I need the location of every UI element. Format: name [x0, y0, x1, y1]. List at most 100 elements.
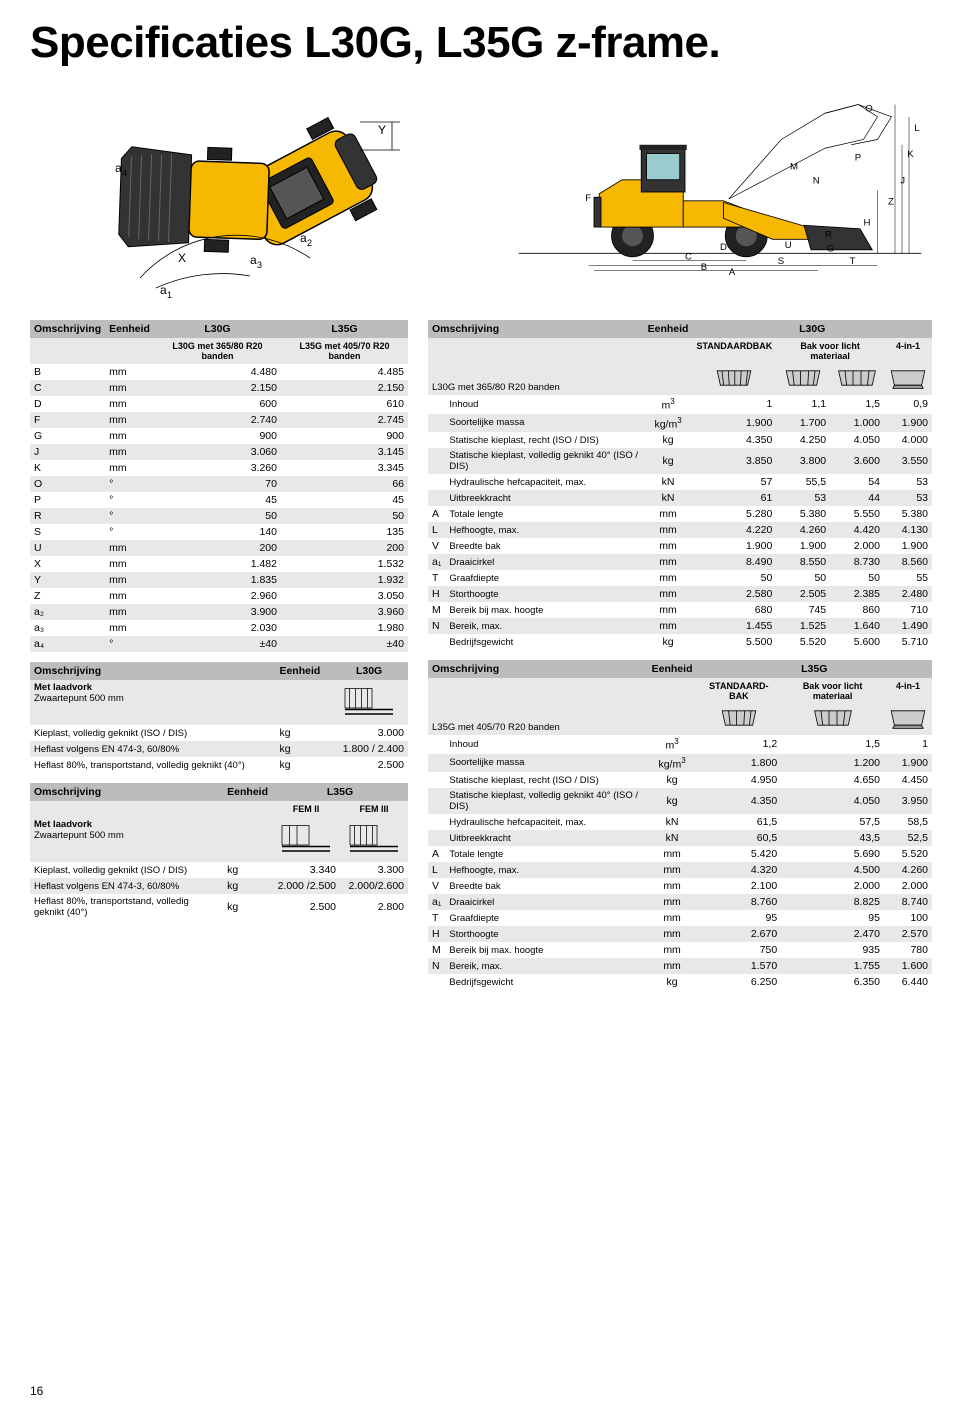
page-title: Specificaties L30G, L35G z-frame.	[30, 20, 930, 66]
fork30-th-unit: Eenheid	[275, 662, 330, 680]
b35-th-model: L35G	[696, 660, 932, 678]
table-row: Statische kieplast, recht (ISO / DIS)kg4…	[428, 772, 932, 788]
table-row: Jmm3.0603.145	[30, 444, 408, 460]
dims-sub-l35g: L35G met 405/70 R20 banden	[281, 338, 408, 364]
dims-sub-l30g: L30G met 365/80 R20 banden	[154, 338, 281, 364]
table-row: Gmm900900	[30, 428, 408, 444]
bucket-icon	[813, 706, 853, 730]
svg-text:4: 4	[122, 168, 127, 178]
table-row: Kieplast, volledig geknikt (ISO / DIS)kg…	[30, 862, 408, 878]
table-row: Soortelijke massakg/m31.9001.7001.0001.9…	[428, 414, 932, 433]
b30-th-desc: Omschrijving	[428, 320, 644, 338]
dims-table-section: Omschrijving Eenheid L30G L35G L30G met …	[30, 320, 408, 652]
table-row: UitbreekkrachtkN60,543,552,5	[428, 830, 932, 846]
table-row: Heflast volgens EN 474-3, 60/80%kg1.800 …	[30, 741, 408, 757]
table-row: a₁Draaicirkelmm8.4908.5508.7308.560	[428, 554, 932, 570]
table-row: NBereik, max.mm1.5701.7551.600	[428, 958, 932, 974]
table-row: Hydraulische hefcapaciteit, max.kN5755,5…	[428, 474, 932, 490]
table-row: a₃mm2.0301.980	[30, 620, 408, 636]
fork30-th-model: L30G	[330, 662, 408, 680]
table-row: Xmm1.4821.532	[30, 556, 408, 572]
fork35-th-model: L35G	[272, 783, 408, 801]
bucket-icon	[719, 706, 759, 730]
svg-text:M: M	[790, 161, 798, 172]
table-row: Heflast 80%, transportstand, volledig ge…	[30, 757, 408, 773]
bucket-l30g-table: Omschrijving Eenheid L30G L30G met 365/8…	[428, 320, 932, 650]
fork30-subtitle: Met laadvork	[34, 682, 271, 693]
svg-text:T: T	[850, 256, 856, 267]
table-row: HStorthoogtemm2.6702.4702.570	[428, 926, 932, 942]
dims-th-desc: Omschrijving	[30, 320, 105, 338]
table-row: S°140135	[30, 524, 408, 540]
page-number: 16	[30, 1384, 43, 1398]
table-row: Hydraulische hefcapaciteit, max.kN61,557…	[428, 814, 932, 830]
diagram-top-view: a4 X Y a1 a2 a3	[70, 82, 490, 302]
table-row: VBreedte bakmm2.1002.0002.000	[428, 878, 932, 894]
table-row: Ymm1.8351.932	[30, 572, 408, 588]
left-column: Omschrijving Eenheid L30G L35G L30G met …	[30, 320, 408, 1000]
table-row: ATotale lengtemm5.2805.3805.5505.380	[428, 506, 932, 522]
b35-model-line: L35G met 405/70 R20 banden	[428, 678, 648, 735]
table-row: Dmm600610	[30, 396, 408, 412]
svg-text:3: 3	[257, 260, 262, 270]
b30-th-model: L30G	[692, 320, 932, 338]
table-row: VBreedte bakmm1.9001.9002.0001.900	[428, 538, 932, 554]
table-row: Bmm4.4804.485	[30, 364, 408, 380]
b35-th-unit: Eenheid	[648, 660, 697, 678]
svg-text:K: K	[907, 149, 914, 160]
table-row: HStorthoogtemm2.5802.5052.3852.480	[428, 586, 932, 602]
bucket-l35g-table: Omschrijving Eenheid L35G L35G met 405/7…	[428, 660, 932, 990]
bucket-icon	[888, 366, 928, 390]
table-row: a₄°±40±40	[30, 636, 408, 652]
right-column: Omschrijving Eenheid L30G L30G met 365/8…	[428, 320, 932, 1000]
table-row: Inhoudm311,11,50,9	[428, 395, 932, 414]
b35-sub1: STANDAARD-BAK	[696, 678, 781, 704]
table-row: ATotale lengtemm5.4205.6905.520	[428, 846, 932, 862]
svg-text:X: X	[178, 251, 186, 265]
table-row: MBereik bij max. hoogtemm750935780	[428, 942, 932, 958]
svg-text:B: B	[701, 262, 707, 273]
bucket-l35g-section: Omschrijving Eenheid L35G L35G met 405/7…	[428, 660, 932, 990]
svg-text:O: O	[865, 104, 873, 115]
bucket-icon	[837, 366, 877, 390]
table-row: Heflast 80%, transportstand, volledig ge…	[30, 894, 408, 920]
fork-l35g-section: Omschrijving Eenheid L35G FEM II FEM III…	[30, 783, 408, 920]
diagram-side-view: A B C D F G H J K L O P R S T U Z M N	[510, 82, 930, 302]
table-row: TGraafdieptemm50505055	[428, 570, 932, 586]
svg-text:A: A	[729, 267, 736, 278]
table-row: NBereik, max.mm1.4551.5251.6401.490	[428, 618, 932, 634]
table-row: P°4545	[30, 492, 408, 508]
svg-text:Y: Y	[378, 123, 386, 137]
table-row: Inhoudm31,21,51	[428, 735, 932, 754]
fork-l30g-section: Omschrijving Eenheid L30G Met laadvork Z…	[30, 662, 408, 773]
table-row: R°5050	[30, 508, 408, 524]
table-row: Kieplast, volledig geknikt (ISO / DIS)kg…	[30, 725, 408, 741]
svg-text:G: G	[827, 244, 834, 255]
table-row: Statische kieplast, volledig geknikt 40°…	[428, 788, 932, 814]
b35-sub3: 4-in-1	[884, 678, 932, 704]
table-row: Heflast volgens EN 474-3, 60/80%kg2.000 …	[30, 878, 408, 894]
svg-text:2: 2	[307, 238, 312, 248]
svg-text:N: N	[813, 175, 820, 186]
fork-l30g-table: Omschrijving Eenheid L30G Met laadvork Z…	[30, 662, 408, 773]
fork35-subtitle: Met laadvork	[34, 819, 219, 830]
svg-text:a: a	[115, 161, 122, 175]
table-row: Cmm2.1502.150	[30, 380, 408, 396]
dims-th-l30g: L30G	[154, 320, 281, 338]
fork35-sub1: FEM II	[272, 801, 340, 817]
svg-text:a: a	[300, 231, 307, 245]
svg-text:D: D	[720, 242, 727, 253]
svg-text:P: P	[855, 153, 861, 164]
bucket-icon	[783, 366, 823, 390]
table-row: Umm200200	[30, 540, 408, 556]
table-row: LHefhoogte, max.mm4.2204.2604.4204.130	[428, 522, 932, 538]
svg-text:J: J	[900, 175, 905, 186]
fork35-subtitle2: Zwaartepunt 500 mm	[34, 830, 219, 841]
diagrams-row: a4 X Y a1 a2 a3	[30, 82, 930, 302]
fork-icon	[344, 821, 404, 857]
fork35-th-desc: Omschrijving	[30, 783, 223, 801]
table-row: UitbreekkrachtkN61534453	[428, 490, 932, 506]
b30-th-unit: Eenheid	[644, 320, 693, 338]
svg-text:R: R	[825, 230, 832, 241]
content-columns: Omschrijving Eenheid L30G L35G L30G met …	[30, 320, 930, 1000]
